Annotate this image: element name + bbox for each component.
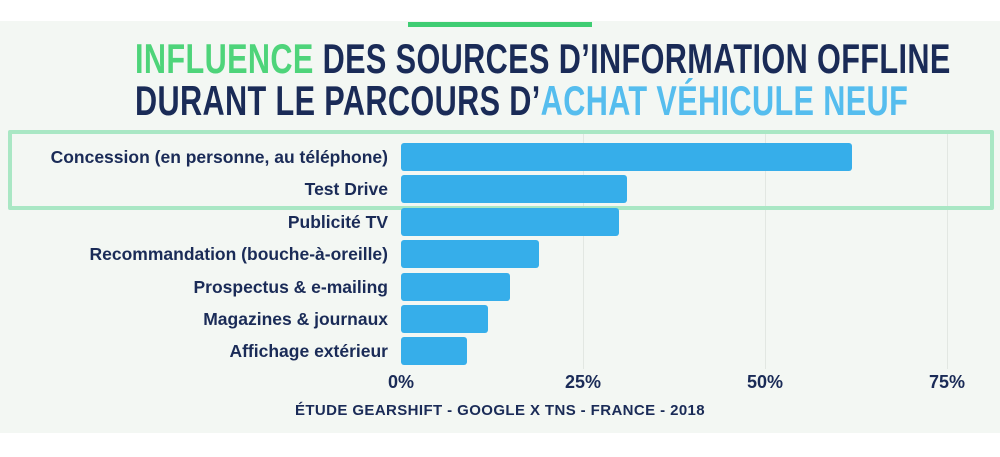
chart-row: Recommandation (bouche-à-oreille) [0,240,1000,268]
x-tick-label-0%: 0% [387,372,414,392]
category-label: Prospectus & e-mailing [193,277,389,297]
x-tick-label-75%: 75% [928,372,966,392]
category-label: Test Drive [304,179,388,199]
category-label: Recommandation (bouche-à-oreille) [89,244,388,264]
x-tick-label-25%: 25% [564,372,602,392]
gridline-50% [765,131,766,369]
category-label: Concession (en personne, au téléphone) [50,147,388,167]
gridline-25% [583,131,584,369]
chart-row: Affichage extérieur [0,337,1000,365]
title-line-1: INFLUENCE DES SOURCES D’INFORMATION OFFL… [135,35,950,82]
chart-row: Publicité TV [0,208,1000,236]
title-part-achat: ACHAT VÉHICULE NEUF [540,77,909,124]
x-tick-label-50%: 50% [746,372,784,392]
chart-bar [401,208,619,236]
page-title: INFLUENCE DES SOURCES D’INFORMATION OFFL… [0,38,1000,122]
chart-row: Test Drive [0,175,1000,203]
chart-bar [401,337,467,365]
gridline-75% [947,131,948,369]
chart-bar [401,273,510,301]
source-caption: ÉTUDE GEARSHIFT - GOOGLE X TNS - FRANCE … [294,402,706,419]
title-part-sources: DES SOURCES D’INFORMATION OFFLINE [322,35,951,82]
header-accent-bar [408,22,592,27]
chart-row: Concession (en personne, au téléphone) [0,143,1000,171]
chart-bar [401,240,539,268]
chart-row: Magazines & journaux [0,305,1000,333]
title-part-influence: INFLUENCE [135,35,323,82]
category-label: Magazines & journaux [203,309,388,329]
chart-bar [401,305,488,333]
category-label: Publicité TV [287,212,388,232]
chart-row: Prospectus & e-mailing [0,273,1000,301]
title-part-parcours: DURANT LE PARCOURS D’ [135,77,541,124]
category-label: Affichage extérieur [229,341,388,361]
chart-bar [401,143,852,171]
chart-bar [401,175,627,203]
title-line-2: DURANT LE PARCOURS D’ACHAT VÉHICULE NEUF [135,77,908,124]
